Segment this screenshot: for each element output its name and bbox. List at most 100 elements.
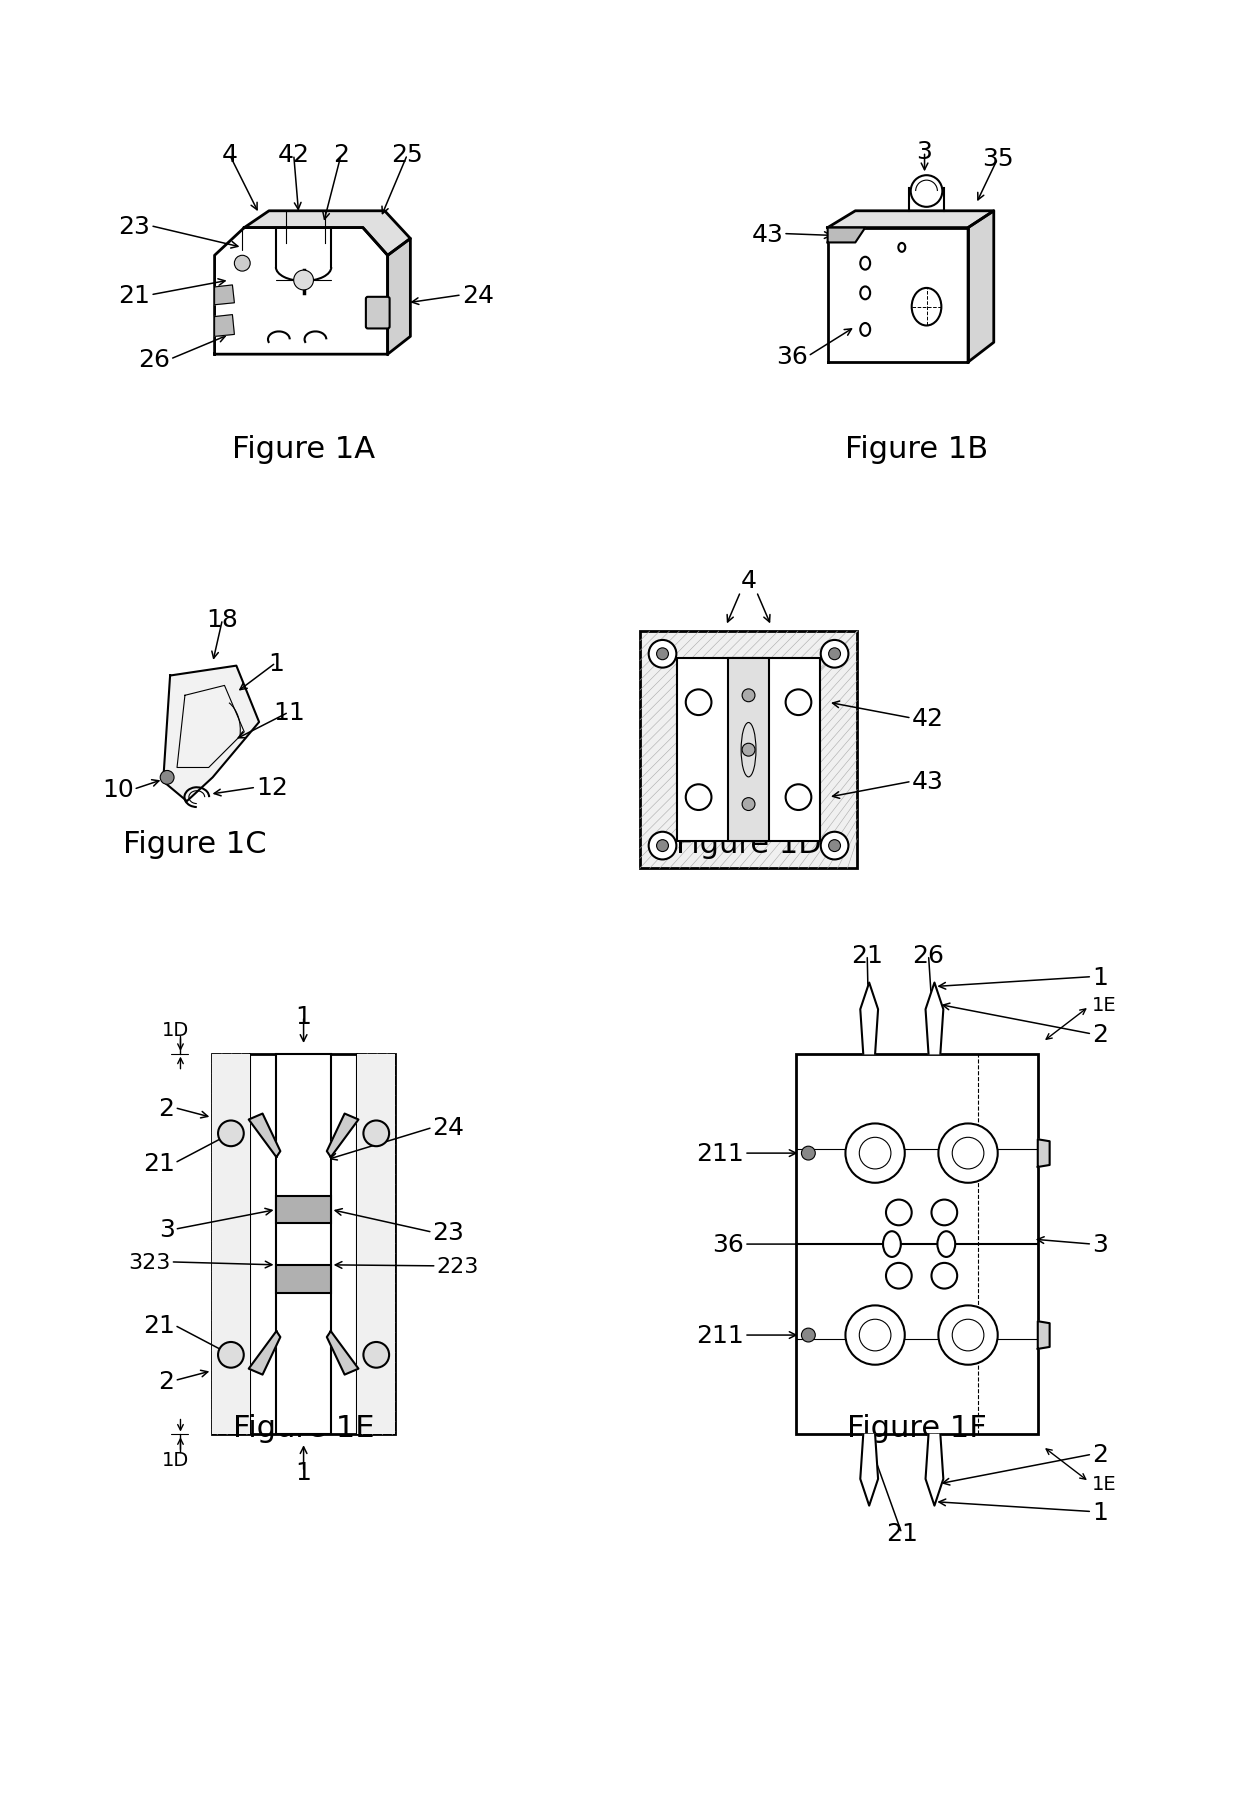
Polygon shape	[925, 984, 944, 1054]
Text: 24: 24	[433, 1117, 465, 1140]
Text: 21: 21	[119, 284, 150, 307]
Circle shape	[931, 1199, 957, 1226]
Polygon shape	[215, 315, 234, 338]
Bar	[212, 1054, 396, 1435]
Text: 23: 23	[119, 214, 150, 239]
Polygon shape	[249, 1331, 280, 1375]
Polygon shape	[968, 212, 993, 363]
Text: Figure 1A: Figure 1A	[232, 435, 376, 464]
Text: 3: 3	[916, 140, 932, 164]
Text: 43: 43	[911, 770, 944, 795]
Text: 21: 21	[885, 1521, 918, 1546]
Circle shape	[363, 1120, 389, 1147]
Text: 1E: 1E	[1092, 1474, 1117, 1494]
Circle shape	[234, 255, 250, 271]
Text: 1D: 1D	[162, 1019, 190, 1039]
Text: Figure 1E: Figure 1E	[233, 1413, 374, 1442]
Polygon shape	[827, 228, 866, 243]
Circle shape	[887, 1199, 911, 1226]
Bar	[677, 658, 820, 841]
Text: 24: 24	[461, 284, 494, 307]
Circle shape	[821, 832, 848, 859]
Circle shape	[649, 832, 676, 859]
Text: 3: 3	[1092, 1232, 1109, 1257]
Text: 36: 36	[776, 345, 808, 369]
Polygon shape	[827, 228, 968, 363]
Text: 25: 25	[392, 144, 423, 167]
Circle shape	[218, 1120, 244, 1147]
Circle shape	[786, 690, 811, 716]
Text: 4: 4	[222, 144, 237, 167]
Polygon shape	[1038, 1140, 1049, 1167]
Text: 35: 35	[982, 147, 1013, 171]
Circle shape	[686, 786, 712, 811]
Circle shape	[742, 689, 755, 703]
Circle shape	[742, 744, 755, 757]
Text: 21: 21	[143, 1313, 175, 1338]
Circle shape	[294, 271, 314, 291]
Text: 1: 1	[1092, 1500, 1109, 1523]
Polygon shape	[244, 212, 410, 255]
Text: Figure 1D: Figure 1D	[676, 829, 821, 859]
Circle shape	[686, 690, 712, 716]
Polygon shape	[327, 1115, 358, 1158]
Text: 1E: 1E	[1092, 996, 1117, 1014]
Text: 223: 223	[436, 1257, 479, 1277]
Polygon shape	[164, 667, 259, 802]
Polygon shape	[249, 1115, 280, 1158]
Bar	[357, 1054, 396, 1435]
Text: 36: 36	[712, 1232, 744, 1257]
Text: 43: 43	[751, 223, 784, 246]
Bar	[640, 631, 857, 868]
Circle shape	[821, 640, 848, 669]
Text: 42: 42	[911, 707, 944, 730]
Text: 42: 42	[278, 144, 310, 167]
Polygon shape	[327, 1331, 358, 1375]
FancyBboxPatch shape	[366, 298, 389, 329]
Text: 323: 323	[128, 1251, 171, 1273]
Polygon shape	[925, 1435, 944, 1505]
Bar	[277, 1054, 331, 1435]
Bar	[796, 1054, 1038, 1435]
Text: 18: 18	[207, 608, 238, 631]
Text: 211: 211	[697, 1323, 744, 1347]
Text: 3: 3	[159, 1217, 175, 1242]
Text: 1D: 1D	[162, 1449, 190, 1469]
Text: 2: 2	[334, 144, 350, 167]
Circle shape	[939, 1124, 998, 1183]
Polygon shape	[215, 286, 234, 306]
Text: 21: 21	[852, 944, 883, 967]
Polygon shape	[827, 212, 993, 228]
Text: 10: 10	[102, 779, 134, 802]
Text: 21: 21	[143, 1151, 175, 1176]
Text: 4: 4	[740, 568, 756, 592]
Bar	[277, 1196, 331, 1224]
Text: 26: 26	[138, 349, 170, 372]
Bar	[728, 658, 769, 841]
Circle shape	[160, 771, 174, 786]
Circle shape	[363, 1343, 389, 1368]
Bar	[212, 1054, 249, 1435]
Circle shape	[657, 840, 668, 852]
Text: 1: 1	[268, 651, 284, 676]
Circle shape	[801, 1329, 815, 1343]
Polygon shape	[861, 984, 878, 1054]
Circle shape	[828, 649, 841, 660]
Text: 2: 2	[1092, 1442, 1109, 1467]
Circle shape	[846, 1124, 905, 1183]
Circle shape	[887, 1264, 911, 1289]
Circle shape	[931, 1264, 957, 1289]
Text: 1: 1	[295, 1005, 311, 1028]
Circle shape	[801, 1147, 815, 1160]
Circle shape	[939, 1305, 998, 1365]
Circle shape	[649, 640, 676, 669]
Text: 26: 26	[913, 944, 945, 967]
Text: Figure 1B: Figure 1B	[846, 435, 988, 464]
Polygon shape	[215, 228, 388, 354]
Text: 12: 12	[257, 775, 288, 800]
Text: 2: 2	[159, 1368, 175, 1393]
Ellipse shape	[937, 1232, 955, 1257]
Ellipse shape	[883, 1232, 900, 1257]
Circle shape	[786, 786, 811, 811]
Bar	[277, 1266, 331, 1293]
